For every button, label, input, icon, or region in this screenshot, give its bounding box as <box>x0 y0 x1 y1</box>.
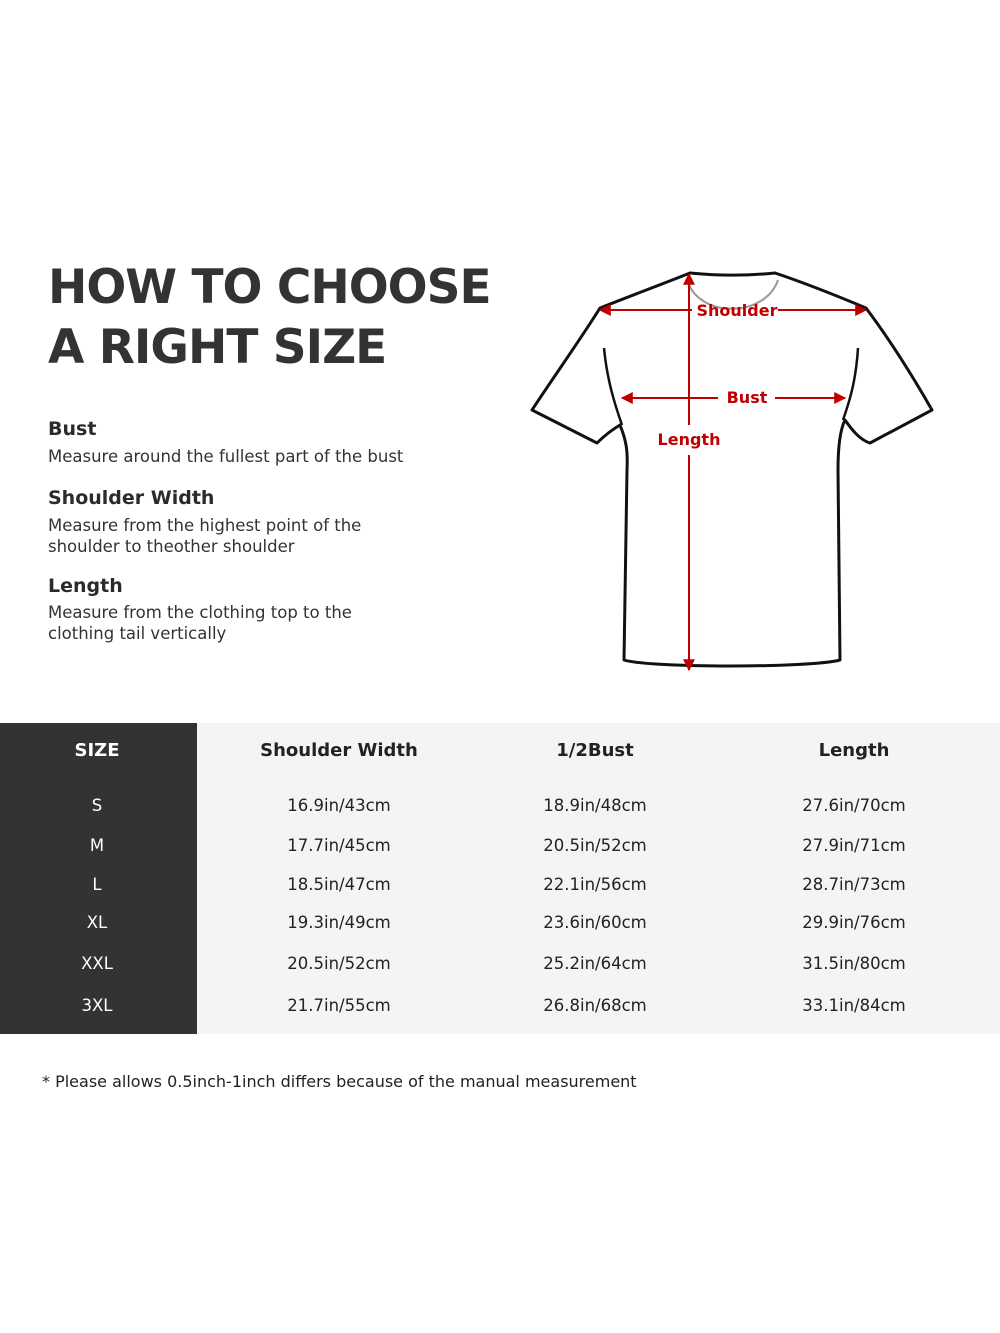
tshirt-collar <box>687 279 779 310</box>
tshirt-diagram: Shoulder Bust Length <box>530 271 934 672</box>
size-table: SIZE Shoulder Width 1/2Bust Length S 16.9in/4… <box>0 723 1000 1034</box>
title-line-1: HOW TO CHOOSE <box>48 260 492 315</box>
desc-line: Measure from the highest point of the <box>48 516 362 535</box>
tshirt-outline <box>530 271 934 668</box>
shoulder-label: Shoulder <box>697 301 778 320</box>
bust-label: Bust <box>727 388 768 407</box>
cell-shoulder-width: 20.5in/52cm <box>287 954 391 973</box>
cell-half-bust: 20.5in/52cm <box>543 836 647 855</box>
cell-shoulder-width: 19.3in/49cm <box>287 913 391 932</box>
cell-length: 27.6in/70cm <box>802 796 906 815</box>
cell-size: 3XL <box>81 996 113 1015</box>
desc-line: shoulder to theother shoulder <box>48 537 295 556</box>
cell-length: 31.5in/80cm <box>802 954 906 973</box>
cell-length: 29.9in/76cm <box>802 913 906 932</box>
cell-size: L <box>92 875 102 894</box>
cell-length: 33.1in/84cm <box>802 996 906 1015</box>
cell-half-bust: 26.8in/68cm <box>543 996 647 1015</box>
title-line-2: A RIGHT SIZE <box>48 320 387 375</box>
size-column-background <box>0 723 197 1034</box>
header-length: Length <box>818 740 890 761</box>
guide-desc-shoulder: Measure from the highest point of the sho… <box>48 515 448 557</box>
header-size: SIZE <box>74 740 120 761</box>
page-title: HOW TO CHOOSE A RIGHT SIZE <box>48 258 492 378</box>
cell-size: XL <box>86 913 108 932</box>
cell-half-bust: 25.2in/64cm <box>543 954 647 973</box>
guide-desc-bust: Measure around the fullest part of the b… <box>48 446 448 467</box>
cell-half-bust: 22.1in/56cm <box>543 875 647 894</box>
desc-line: Measure around the fullest part of the b… <box>48 447 404 466</box>
guide-term-bust: Bust <box>48 418 97 440</box>
desc-line: Measure from the clothing top to the <box>48 603 352 622</box>
cell-half-bust: 18.9in/48cm <box>543 796 647 815</box>
guide-desc-length: Measure from the clothing top to the clot… <box>48 602 448 644</box>
header-half-bust: 1/2Bust <box>556 740 634 761</box>
length-label: Length <box>658 430 721 449</box>
tshirt-armhole-right <box>841 347 860 421</box>
measurement-note: * Please allows 0.5inch-1inch differs be… <box>42 1072 637 1091</box>
cell-length: 28.7in/73cm <box>802 875 906 894</box>
cell-shoulder-width: 16.9in/43cm <box>287 796 391 815</box>
cell-shoulder-width: 21.7in/55cm <box>287 996 391 1015</box>
cell-length: 27.9in/71cm <box>802 836 906 855</box>
guide-term-shoulder: Shoulder Width <box>48 487 215 509</box>
tshirt-armhole-left <box>602 347 624 426</box>
cell-size: M <box>89 836 105 855</box>
guide-term-length: Length <box>48 575 123 597</box>
cell-shoulder-width: 18.5in/47cm <box>287 875 391 894</box>
cell-shoulder-width: 17.7in/45cm <box>287 836 391 855</box>
cell-half-bust: 23.6in/60cm <box>543 913 647 932</box>
header-shoulder-width: Shoulder Width <box>260 740 418 761</box>
desc-line: clothing tail vertically <box>48 624 227 643</box>
cell-size: XXL <box>81 954 113 973</box>
cell-size: S <box>91 796 103 815</box>
